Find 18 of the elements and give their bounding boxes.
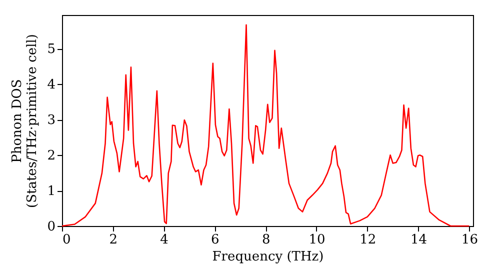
y-tick-label: 5 xyxy=(47,42,56,58)
x-tick-label: 16 xyxy=(461,232,478,248)
x-tick-label: 14 xyxy=(410,232,428,248)
y-tick-label: 1 xyxy=(47,184,56,200)
x-tick-label: 4 xyxy=(160,232,168,248)
y-tick-label: 0 xyxy=(47,220,56,234)
y-tick-label: 3 xyxy=(47,113,56,128)
line-series xyxy=(61,24,470,227)
x-tick-label: 6 xyxy=(211,232,220,248)
x-tick-label: 12 xyxy=(360,232,376,248)
y-axis-title: Phonon DOS (States/THz·primitive cell) xyxy=(10,34,40,208)
x-tick-label: 10 xyxy=(308,232,326,248)
x-tick-label: 2 xyxy=(109,232,118,248)
y-tick-label: 2 xyxy=(47,148,56,164)
y-tick-label: 4 xyxy=(47,78,56,93)
x-tick-label: 8 xyxy=(262,232,270,248)
x-tick-label: 0 xyxy=(62,232,71,248)
x-axis-title: Frequency (THz) xyxy=(212,250,324,264)
